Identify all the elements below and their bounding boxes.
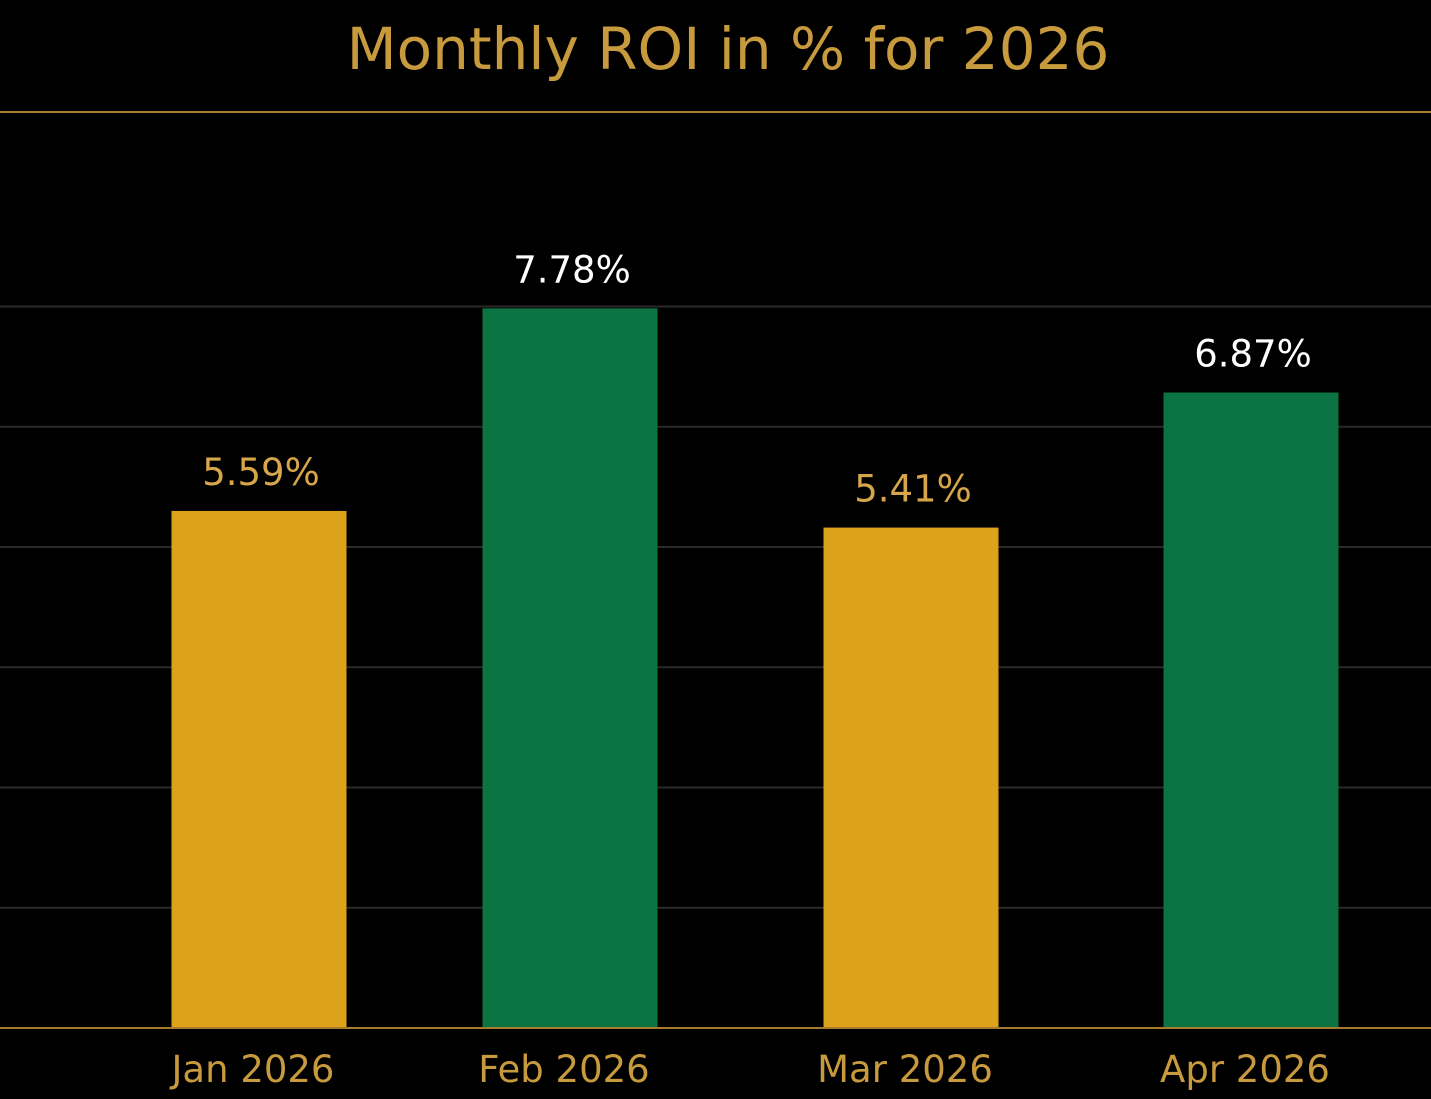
x-tick-label-1: Feb 2026	[478, 1048, 649, 1091]
bar-apr-2026	[1163, 392, 1339, 1028]
value-label-2: 5.41%	[854, 468, 972, 511]
value-label-3: 6.87%	[1194, 333, 1312, 376]
bars	[171, 308, 1339, 1029]
value-labels: 5.59% 7.78% 5.41% 6.87%	[202, 248, 1312, 510]
value-label-0: 5.59%	[202, 451, 320, 494]
x-tick-label-0: Jan 2026	[170, 1048, 335, 1091]
x-tick-label-2: Mar 2026	[817, 1048, 993, 1091]
bar-jan-2026	[171, 510, 347, 1028]
bar-mar-2026	[823, 527, 999, 1028]
chart-title: Monthly ROI in % for 2026	[347, 15, 1110, 83]
x-tick-label-3: Apr 2026	[1160, 1048, 1330, 1091]
bar-feb-2026	[482, 308, 658, 1029]
x-axis-tick-labels: Jan 2026 Feb 2026 Mar 2026 Apr 2026	[170, 1048, 1330, 1091]
value-label-1: 7.78%	[513, 248, 631, 291]
